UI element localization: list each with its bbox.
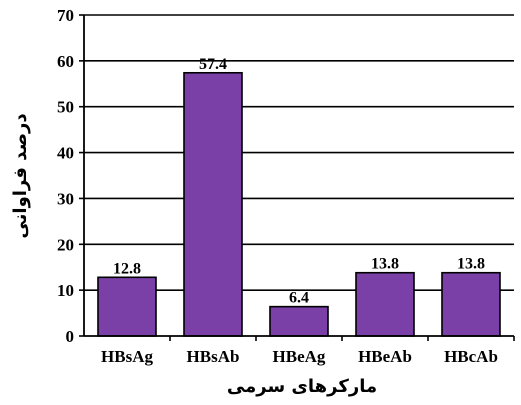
y-axis-title: درصد فراوانی (10, 113, 31, 238)
bar-hbsab (183, 71, 243, 337)
y-tick-label: 50 (57, 98, 74, 117)
y-tick-label: 10 (57, 281, 74, 300)
data-label-hbeag: 6.4 (289, 290, 309, 307)
data-label-hbsag: 12.8 (113, 260, 141, 277)
x-tick-label: HBeAb (358, 347, 412, 366)
gridlines (84, 14, 514, 291)
bar-hbsag (97, 276, 157, 337)
y-tick-label: 0 (66, 327, 75, 346)
data-label-hbcab: 13.8 (457, 256, 485, 273)
x-axis-title: مارکرهای سرمی (227, 376, 377, 397)
data-label-hbsab: 57.4 (199, 56, 227, 73)
bars (97, 71, 501, 337)
data-label-hbeab: 13.8 (371, 256, 399, 273)
y-tick-label: 60 (57, 52, 74, 71)
y-tick-label: 20 (57, 235, 74, 254)
bar-hbeag (269, 305, 329, 337)
x-tick-label: HBsAb (187, 347, 240, 366)
axes (79, 14, 515, 341)
y-tick-label: 40 (57, 144, 74, 163)
bar-hbeab (355, 271, 415, 337)
x-tick-label: HBsAg (101, 347, 153, 366)
y-tick-label: 30 (57, 189, 74, 208)
x-tick-label: HBeAg (273, 347, 326, 366)
y-tick-label: 70 (57, 6, 74, 25)
bar-hbcab (441, 271, 501, 337)
labels: 0 10 20 30 40 50 60 70 12.8 HBsAg 57.4 HBsAb 6.4 HBeA… (57, 6, 498, 366)
x-tick-label: HBcAb (444, 347, 498, 366)
